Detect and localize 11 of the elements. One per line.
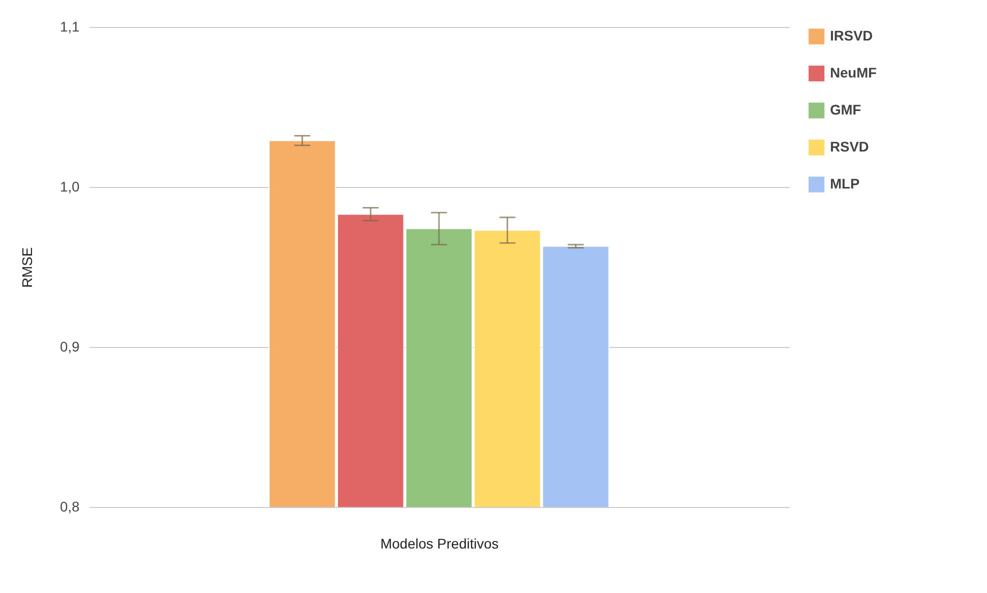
y-tick-label: 0,8 xyxy=(60,498,80,514)
legend-label: MLP xyxy=(830,176,860,192)
y-tick-label: 1,1 xyxy=(60,18,80,34)
x-axis-title: Modelos Preditivos xyxy=(380,536,499,552)
legend-label: NeuMF xyxy=(830,64,878,80)
legend-label: IRSVD xyxy=(830,28,873,44)
y-tick-label: 1,0 xyxy=(60,178,80,194)
y-axis-title: RMSE xyxy=(19,247,36,288)
y-tick-label: 0,9 xyxy=(60,338,80,354)
legend-label: RSVD xyxy=(830,138,869,154)
legend-label: GMF xyxy=(830,102,862,118)
